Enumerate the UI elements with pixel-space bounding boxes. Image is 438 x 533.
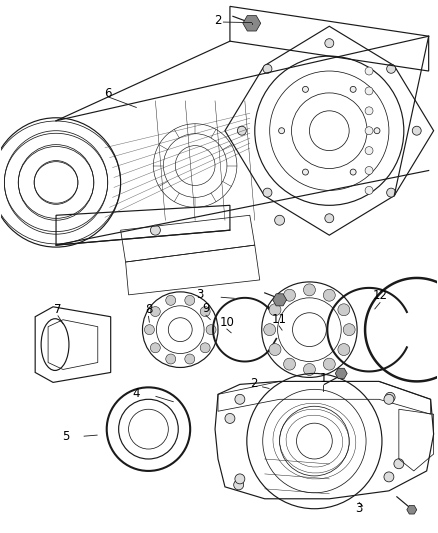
Text: 11: 11 <box>272 313 286 326</box>
Text: 3: 3 <box>196 288 203 301</box>
Circle shape <box>263 188 272 197</box>
Circle shape <box>350 169 356 175</box>
Circle shape <box>263 64 272 73</box>
Text: 6: 6 <box>104 87 112 100</box>
Text: 9: 9 <box>202 302 210 316</box>
Circle shape <box>150 306 160 317</box>
Circle shape <box>264 324 276 336</box>
Text: 2: 2 <box>250 377 258 390</box>
Circle shape <box>275 215 285 225</box>
Circle shape <box>237 126 246 135</box>
Polygon shape <box>335 368 347 378</box>
Text: 7: 7 <box>54 303 62 316</box>
Circle shape <box>235 474 245 484</box>
Circle shape <box>385 392 395 402</box>
Text: 3: 3 <box>356 502 363 515</box>
Circle shape <box>303 86 308 92</box>
Circle shape <box>283 358 296 370</box>
Circle shape <box>412 126 421 135</box>
Circle shape <box>200 306 210 317</box>
Circle shape <box>235 394 245 404</box>
Circle shape <box>303 169 308 175</box>
Circle shape <box>323 289 335 301</box>
Circle shape <box>206 325 216 335</box>
Circle shape <box>279 128 285 134</box>
Circle shape <box>365 187 373 195</box>
Text: 12: 12 <box>373 289 388 302</box>
Circle shape <box>150 343 160 353</box>
Circle shape <box>150 225 160 235</box>
Circle shape <box>343 324 355 336</box>
Circle shape <box>323 358 335 370</box>
Text: 8: 8 <box>145 303 152 317</box>
Circle shape <box>365 107 373 115</box>
Circle shape <box>365 147 373 155</box>
Circle shape <box>365 166 373 174</box>
Polygon shape <box>243 15 261 31</box>
Circle shape <box>365 67 373 75</box>
Circle shape <box>145 325 155 335</box>
Circle shape <box>325 214 334 223</box>
Text: 5: 5 <box>62 430 70 443</box>
Circle shape <box>374 128 380 134</box>
Circle shape <box>350 86 356 92</box>
Circle shape <box>384 394 394 404</box>
Circle shape <box>166 295 176 305</box>
Circle shape <box>304 284 315 296</box>
Circle shape <box>338 344 350 356</box>
Circle shape <box>387 64 396 73</box>
Circle shape <box>185 354 195 364</box>
Text: 2: 2 <box>214 14 221 27</box>
Circle shape <box>234 480 244 490</box>
Circle shape <box>365 87 373 95</box>
Circle shape <box>304 364 315 375</box>
Circle shape <box>338 304 350 316</box>
Circle shape <box>166 354 176 364</box>
Circle shape <box>225 414 235 423</box>
Circle shape <box>394 459 404 469</box>
Circle shape <box>269 344 281 356</box>
Polygon shape <box>407 505 417 514</box>
Circle shape <box>185 295 195 305</box>
Text: 10: 10 <box>219 316 234 329</box>
Circle shape <box>269 304 281 316</box>
Text: 1: 1 <box>320 373 327 385</box>
Text: 4: 4 <box>133 387 140 400</box>
Circle shape <box>365 127 373 135</box>
Circle shape <box>384 472 394 482</box>
Circle shape <box>283 289 296 301</box>
Circle shape <box>387 188 396 197</box>
Circle shape <box>325 39 334 47</box>
Circle shape <box>200 343 210 353</box>
Polygon shape <box>273 294 286 306</box>
